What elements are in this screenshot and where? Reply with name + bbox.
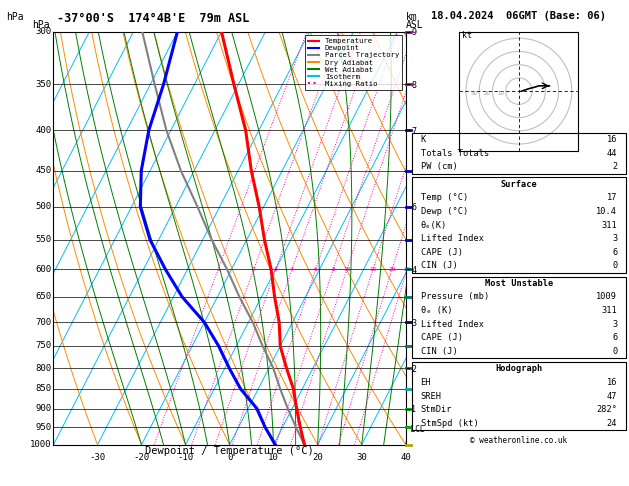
Text: Lifted Index: Lifted Index [421,234,484,243]
Text: 44: 44 [607,149,617,157]
Text: Surface: Surface [501,180,537,189]
Text: θₑ (K): θₑ (K) [421,306,452,315]
Text: 3: 3 [612,320,617,329]
Text: PW (cm): PW (cm) [421,162,457,171]
Text: 10: 10 [268,453,279,462]
Text: -37°00'S  174°4B'E  79m ASL: -37°00'S 174°4B'E 79m ASL [57,12,249,25]
Text: 16: 16 [607,378,617,387]
Text: 311: 311 [601,306,617,315]
Text: 8: 8 [331,267,335,272]
Text: 850: 850 [36,384,52,394]
Text: CAPE (J): CAPE (J) [421,248,462,257]
Text: 6: 6 [612,333,617,342]
Text: 25: 25 [403,267,411,272]
Text: 700: 700 [36,318,52,327]
Legend: Temperature, Dewpoint, Parcel Trajectory, Dry Adiabat, Wet Adiabat, Isotherm, Mi: Temperature, Dewpoint, Parcel Trajectory… [305,35,402,90]
Text: 0: 0 [612,261,617,270]
Text: 800: 800 [36,364,52,373]
X-axis label: Dewpoint / Temperature (°C): Dewpoint / Temperature (°C) [145,446,314,456]
Text: Totals Totals: Totals Totals [421,149,489,157]
Text: 15: 15 [369,267,377,272]
Text: 30: 30 [471,91,478,96]
Text: km: km [406,12,418,22]
Text: Temp (°C): Temp (°C) [421,193,468,202]
Text: 18.04.2024  06GMT (Base: 06): 18.04.2024 06GMT (Base: 06) [431,11,606,21]
Text: 10.4: 10.4 [596,207,617,216]
Text: 1000: 1000 [30,440,52,449]
Text: CIN (J): CIN (J) [421,261,457,270]
Text: K: K [421,135,426,144]
Text: CIN (J): CIN (J) [421,347,457,356]
Text: 1: 1 [216,267,220,272]
Text: 3: 3 [612,234,617,243]
Text: -20: -20 [133,453,150,462]
Text: 300: 300 [36,27,52,36]
Text: 20: 20 [388,267,396,272]
Text: Pressure (mb): Pressure (mb) [421,293,489,301]
Text: 650: 650 [36,293,52,301]
Text: 2: 2 [612,162,617,171]
Text: 10: 10 [498,91,504,96]
Text: 311: 311 [601,221,617,229]
Text: 17: 17 [607,193,617,202]
Text: ¹LCL: ¹LCL [406,425,425,434]
Text: θₑ(K): θₑ(K) [421,221,447,229]
Text: Most Unstable: Most Unstable [485,279,553,288]
Text: hPa: hPa [32,19,50,30]
Text: 16: 16 [607,135,617,144]
Text: StmSpd (kt): StmSpd (kt) [421,419,478,428]
Text: 24: 24 [607,419,617,428]
Text: Lifted Index: Lifted Index [421,320,484,329]
Text: ASL: ASL [406,20,423,31]
Text: 900: 900 [36,404,52,413]
Text: 6: 6 [612,248,617,257]
Text: Dewp (°C): Dewp (°C) [421,207,468,216]
Text: 20: 20 [484,91,491,96]
Text: 450: 450 [36,166,52,175]
Text: 350: 350 [36,80,52,89]
Text: 950: 950 [36,423,52,432]
Text: 40: 40 [400,453,411,462]
Text: SREH: SREH [421,392,442,400]
Text: 6: 6 [314,267,318,272]
Text: 47: 47 [607,392,617,400]
Text: 600: 600 [36,265,52,274]
Text: hPa: hPa [6,12,24,22]
Text: 750: 750 [36,342,52,350]
Text: 0: 0 [612,347,617,356]
Text: 400: 400 [36,126,52,135]
Text: 500: 500 [36,202,52,211]
Text: -30: -30 [89,453,106,462]
Text: 2: 2 [252,267,255,272]
Text: StmDir: StmDir [421,405,452,414]
Text: kt: kt [462,31,472,40]
Text: 282°: 282° [596,405,617,414]
Text: © weatheronline.co.uk: © weatheronline.co.uk [470,435,567,445]
Text: 1009: 1009 [596,293,617,301]
Text: EH: EH [421,378,431,387]
Text: 550: 550 [36,235,52,244]
Text: 4: 4 [290,267,294,272]
Text: -10: -10 [177,453,194,462]
Text: 10: 10 [343,267,351,272]
Text: 3: 3 [274,267,277,272]
Text: 0: 0 [227,453,232,462]
Text: Hodograph: Hodograph [495,364,543,373]
Text: 30: 30 [356,453,367,462]
Text: 20: 20 [312,453,323,462]
Text: CAPE (J): CAPE (J) [421,333,462,342]
